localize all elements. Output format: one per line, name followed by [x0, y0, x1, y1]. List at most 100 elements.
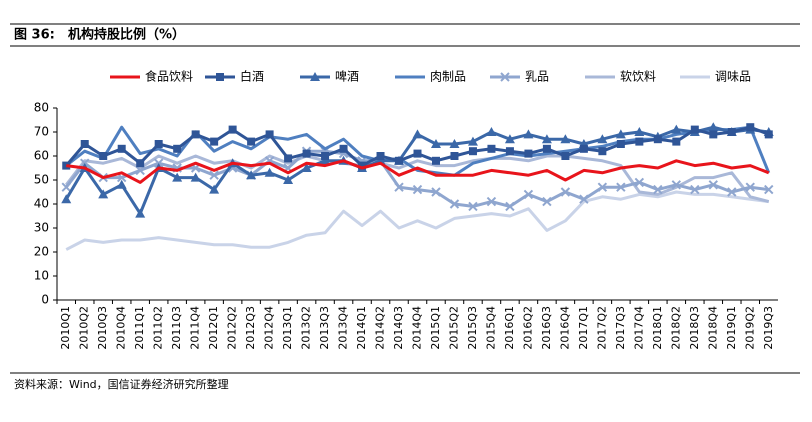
x-tick-label: 2014Q1: [355, 306, 368, 350]
marker: [653, 184, 663, 195]
x-tick-label: 2014Q3: [392, 306, 405, 350]
marker: [486, 127, 497, 136]
x-tick-label: 2011Q3: [170, 306, 183, 350]
marker: [690, 184, 700, 195]
marker: [431, 156, 440, 165]
series: [65, 190, 769, 251]
legend-label: 肉制品: [430, 70, 466, 84]
marker: [708, 180, 719, 190]
marker: [505, 201, 515, 212]
marker: [487, 144, 496, 153]
marker: [500, 72, 510, 82]
y-tick-label: 80: [34, 101, 49, 115]
marker: [172, 172, 183, 182]
marker: [246, 170, 257, 180]
x-tick-label: 2015Q4: [484, 306, 497, 350]
series-line: [65, 154, 770, 204]
x-tick-label: 2012Q2: [226, 306, 239, 350]
x-tick-label: 2010Q1: [59, 306, 72, 350]
series-line: [66, 159, 770, 184]
marker: [80, 140, 89, 148]
series: [66, 159, 770, 184]
marker: [597, 182, 608, 192]
legend-label: 调味品: [715, 70, 751, 84]
marker: [310, 72, 320, 81]
marker: [504, 134, 515, 144]
marker: [283, 175, 294, 184]
marker: [376, 152, 385, 160]
x-tick-label: 2013Q4: [337, 306, 350, 350]
x-tick-label: 2018Q3: [688, 306, 701, 350]
marker: [450, 152, 459, 160]
marker: [210, 137, 219, 146]
marker: [216, 73, 224, 81]
x-tick-label: 2019Q2: [743, 306, 756, 350]
marker: [116, 179, 127, 189]
legend-label: 白酒: [240, 69, 264, 84]
marker: [486, 196, 497, 207]
marker: [560, 187, 571, 197]
marker: [284, 154, 293, 163]
y-tick-label: 10: [34, 269, 49, 283]
marker: [615, 129, 626, 139]
marker: [320, 155, 331, 165]
marker: [597, 134, 608, 144]
marker: [431, 187, 441, 197]
marker: [745, 182, 755, 192]
marker: [61, 182, 71, 192]
figure-label: 图 36:: [14, 28, 55, 43]
x-tick-label: 2012Q3: [244, 306, 257, 350]
marker: [209, 170, 219, 180]
marker: [524, 149, 533, 158]
y-tick-label: 70: [34, 125, 49, 139]
marker: [61, 194, 72, 204]
x-tick-label: 2016Q2: [521, 306, 534, 350]
marker: [430, 139, 441, 148]
x-tick-label: 2011Q4: [189, 306, 202, 350]
x-tick-label: 2012Q1: [207, 306, 220, 350]
marker: [412, 129, 423, 139]
marker: [301, 163, 312, 172]
marker: [634, 177, 645, 188]
x-tick-label: 2015Q1: [429, 306, 442, 350]
legend-label: 啤酒: [335, 69, 359, 84]
marker: [449, 139, 460, 148]
marker: [467, 136, 478, 146]
x-tick-label: 2015Q2: [447, 306, 460, 350]
x-tick-label: 2019Q3: [762, 306, 775, 350]
marker: [154, 140, 163, 148]
marker: [727, 187, 737, 197]
marker: [653, 135, 662, 144]
x-tick-label: 2010Q2: [78, 306, 91, 350]
marker: [579, 194, 589, 204]
marker: [541, 134, 552, 144]
marker: [302, 149, 311, 158]
x-tick-label: 2014Q2: [374, 306, 387, 350]
x-tick-label: 2019Q1: [725, 306, 738, 350]
marker: [542, 196, 552, 207]
marker: [671, 180, 682, 190]
marker: [579, 144, 588, 153]
series: [62, 123, 773, 170]
marker: [99, 152, 108, 160]
marker: [709, 130, 718, 139]
x-tick-label: 2011Q1: [133, 306, 146, 350]
marker: [339, 144, 348, 153]
marker: [468, 147, 477, 156]
legend-label: 乳品: [525, 70, 549, 84]
marker: [247, 137, 256, 146]
series-line: [65, 190, 769, 251]
y-tick-label: 60: [34, 149, 49, 163]
legend-label: 软饮料: [620, 70, 656, 84]
marker: [635, 137, 644, 146]
x-tick-label: 2010Q4: [115, 306, 128, 350]
marker: [671, 124, 682, 134]
series: [65, 154, 770, 204]
marker: [542, 144, 551, 153]
chart-title: 机构持股比例（%）: [68, 27, 185, 43]
marker: [561, 152, 570, 160]
marker: [764, 184, 774, 195]
marker: [264, 167, 275, 177]
marker: [98, 189, 109, 199]
x-tick-label: 2016Q1: [503, 306, 516, 350]
